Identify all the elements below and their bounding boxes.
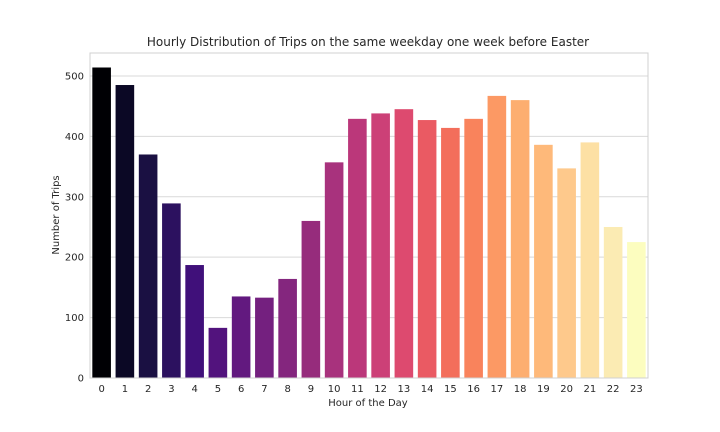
bar-hour-16	[464, 118, 483, 378]
bar-hour-20	[557, 168, 576, 378]
x-tick-label: 11	[351, 384, 364, 395]
x-tick-label: 20	[560, 384, 573, 395]
x-tick-label: 6	[238, 384, 244, 395]
x-axis-ticks: 0 1 2 3 4 5 6 7 8 9 10 11 12 13 14 15 16 17 18 19 20 21 22 23	[98, 384, 642, 395]
bar-hour-7	[255, 297, 274, 378]
bar-hour-6	[231, 296, 251, 378]
y-tick-label: 200	[65, 253, 84, 264]
bar-hour-8	[278, 278, 297, 378]
bar-hour-4	[185, 265, 204, 378]
y-axis-ticks: 0 100 200 300 400 500	[65, 71, 84, 384]
y-tick-label: 300	[65, 192, 84, 203]
x-tick-label: 19	[537, 384, 550, 395]
bar-hour-0	[92, 67, 111, 378]
x-tick-label: 16	[467, 384, 480, 395]
y-tick-label: 400	[65, 132, 84, 143]
x-tick-label: 13	[398, 384, 411, 395]
x-tick-label: 1	[122, 384, 128, 395]
x-tick-label: 14	[421, 384, 434, 395]
y-tick-label: 100	[65, 313, 84, 324]
x-tick-label: 8	[284, 384, 290, 395]
x-tick-label: 15	[444, 384, 457, 395]
x-tick-label: 2	[145, 384, 151, 395]
y-axis-label: Number of Trips	[51, 175, 62, 254]
bar-hour-14	[417, 120, 437, 379]
x-tick-label: 5	[215, 384, 221, 395]
bar-hour-9	[301, 220, 321, 378]
bar-hour-22	[603, 226, 623, 378]
x-tick-label: 12	[374, 384, 387, 395]
bar-hour-12	[371, 113, 390, 378]
y-tick-label: 0	[78, 374, 84, 385]
x-tick-label: 10	[328, 384, 341, 395]
bar-hour-18	[510, 100, 530, 378]
x-tick-label: 17	[491, 384, 504, 395]
bar-hour-19	[534, 144, 553, 378]
chart-title: Hourly Distribution of Trips on the same…	[147, 35, 589, 49]
plot-frame	[89, 52, 649, 379]
x-tick-label: 0	[98, 384, 104, 395]
bar-hour-2	[138, 154, 158, 378]
bar-hour-10	[324, 162, 344, 378]
x-tick-label: 9	[308, 384, 314, 395]
bar-hour-5	[208, 327, 228, 378]
x-tick-label: 4	[191, 384, 197, 395]
x-tick-label: 23	[630, 384, 643, 395]
bars	[92, 67, 646, 379]
x-tick-label: 7	[261, 384, 267, 395]
x-tick-label: 18	[514, 384, 527, 395]
x-axis-label: Hour of the Day	[328, 398, 408, 409]
bar-hour-11	[348, 118, 367, 378]
bar-hour-15	[441, 127, 460, 378]
y-tick-label: 500	[65, 71, 84, 82]
x-tick-label: 21	[584, 384, 597, 395]
bar-hour-21	[580, 142, 600, 378]
bar-hour-1	[115, 85, 135, 379]
bar-hour-13	[394, 109, 414, 378]
bar-hour-23	[627, 242, 646, 378]
x-tick-label: 3	[168, 384, 174, 395]
bar-hour-3	[162, 203, 181, 378]
bar-hour-17	[487, 95, 507, 379]
x-tick-label: 22	[607, 384, 620, 395]
